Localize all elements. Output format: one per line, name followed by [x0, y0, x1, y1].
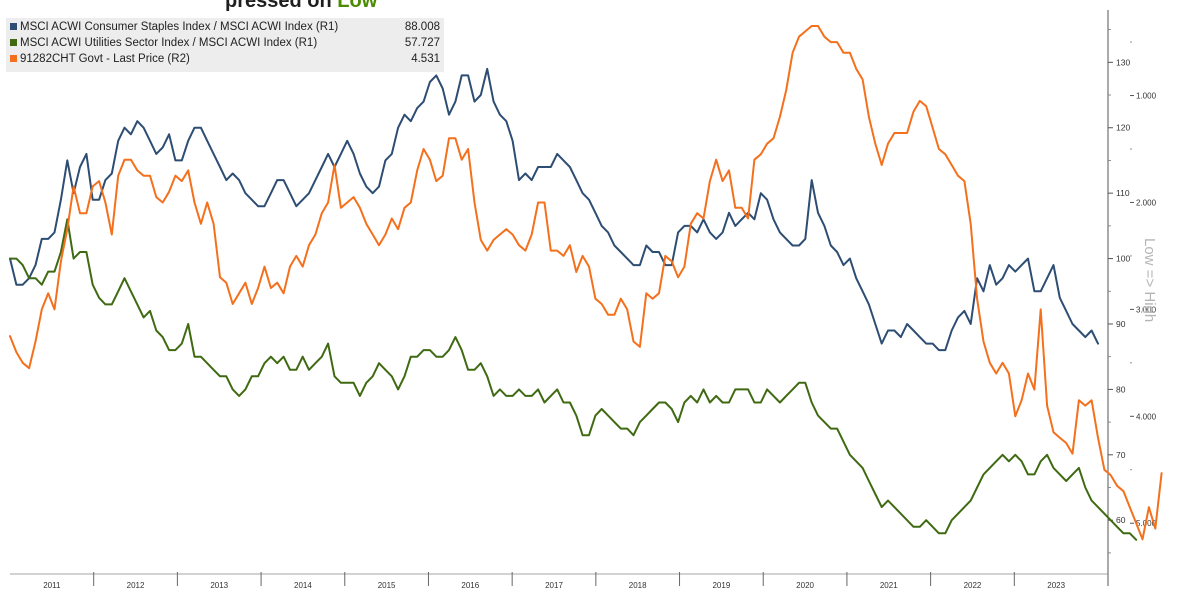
- legend-item-govt-price: 91282CHT Govt - Last Price (R2) 4.531: [10, 53, 440, 69]
- series-line-1: [9, 218, 1138, 541]
- x-tick-label: 2023: [1047, 581, 1065, 590]
- axis-note: Low => High: [1141, 238, 1158, 323]
- legend-value: 88.008: [404, 21, 440, 33]
- legend-item-utilities: MSCI ACWI Utilities Sector Index / MSCI …: [10, 37, 440, 53]
- r1-tick-label: 120: [1116, 123, 1130, 133]
- r1-tick-label: 110: [1116, 188, 1130, 198]
- r1-tick-label: 130: [1116, 57, 1130, 67]
- legend-label: MSCI ACWI Consumer Staples Index / MSCI …: [20, 21, 339, 33]
- x-tick-label: 2018: [629, 581, 647, 590]
- legend-value: 57.727: [404, 37, 440, 49]
- chart-axes: 130 120 110 100 90 80 70 60 1.000 2.000 3.000 4.000…: [10, 10, 1157, 590]
- chart-series: [9, 25, 1163, 541]
- x-tick-label: 2021: [880, 581, 898, 590]
- r1-tick-label: 60: [1116, 515, 1126, 525]
- x-tick-label: 2019: [712, 581, 730, 590]
- legend-item-consumer-staples: MSCI ACWI Consumer Staples Index / MSCI …: [10, 21, 440, 37]
- x-tick-label: 2017: [545, 581, 563, 590]
- x-tick-label: 2012: [127, 581, 145, 590]
- legend: MSCI ACWI Consumer Staples Index / MSCI …: [6, 18, 444, 72]
- r1-tick-label: 70: [1116, 450, 1126, 460]
- r1-tick-label: 90: [1116, 319, 1126, 329]
- x-tick-label: 2014: [294, 581, 312, 590]
- x-tick-label: 2020: [796, 581, 814, 590]
- legend-swatch: [10, 54, 17, 62]
- r2-tick-label: 4.000: [1136, 412, 1157, 421]
- r2-tick-label: 3.000: [1136, 305, 1157, 314]
- r2-tick-label: 2.000: [1136, 198, 1157, 207]
- legend-swatch: [10, 38, 17, 46]
- x-tick-label: 2011: [43, 581, 61, 590]
- x-tick-label: 2015: [378, 581, 396, 590]
- chart-title-fragment: pressed on Low: [225, 0, 378, 12]
- r1-tick-label: 80: [1116, 384, 1126, 394]
- series-line-0: [9, 67, 1099, 352]
- x-tick-label: 2016: [461, 581, 479, 590]
- series-line-2: [9, 25, 1163, 541]
- r1-tick-label: 100: [1116, 254, 1130, 264]
- legend-label: MSCI ACWI Utilities Sector Index / MSCI …: [20, 37, 318, 49]
- x-tick-label: 2013: [210, 581, 228, 590]
- legend-value: 4.531: [411, 53, 440, 65]
- legend-swatch: [10, 22, 17, 30]
- legend-label: 91282CHT Govt - Last Price (R2): [20, 53, 190, 65]
- x-tick-label: 2022: [964, 581, 982, 590]
- r2-tick-label: 1.000: [1136, 92, 1157, 101]
